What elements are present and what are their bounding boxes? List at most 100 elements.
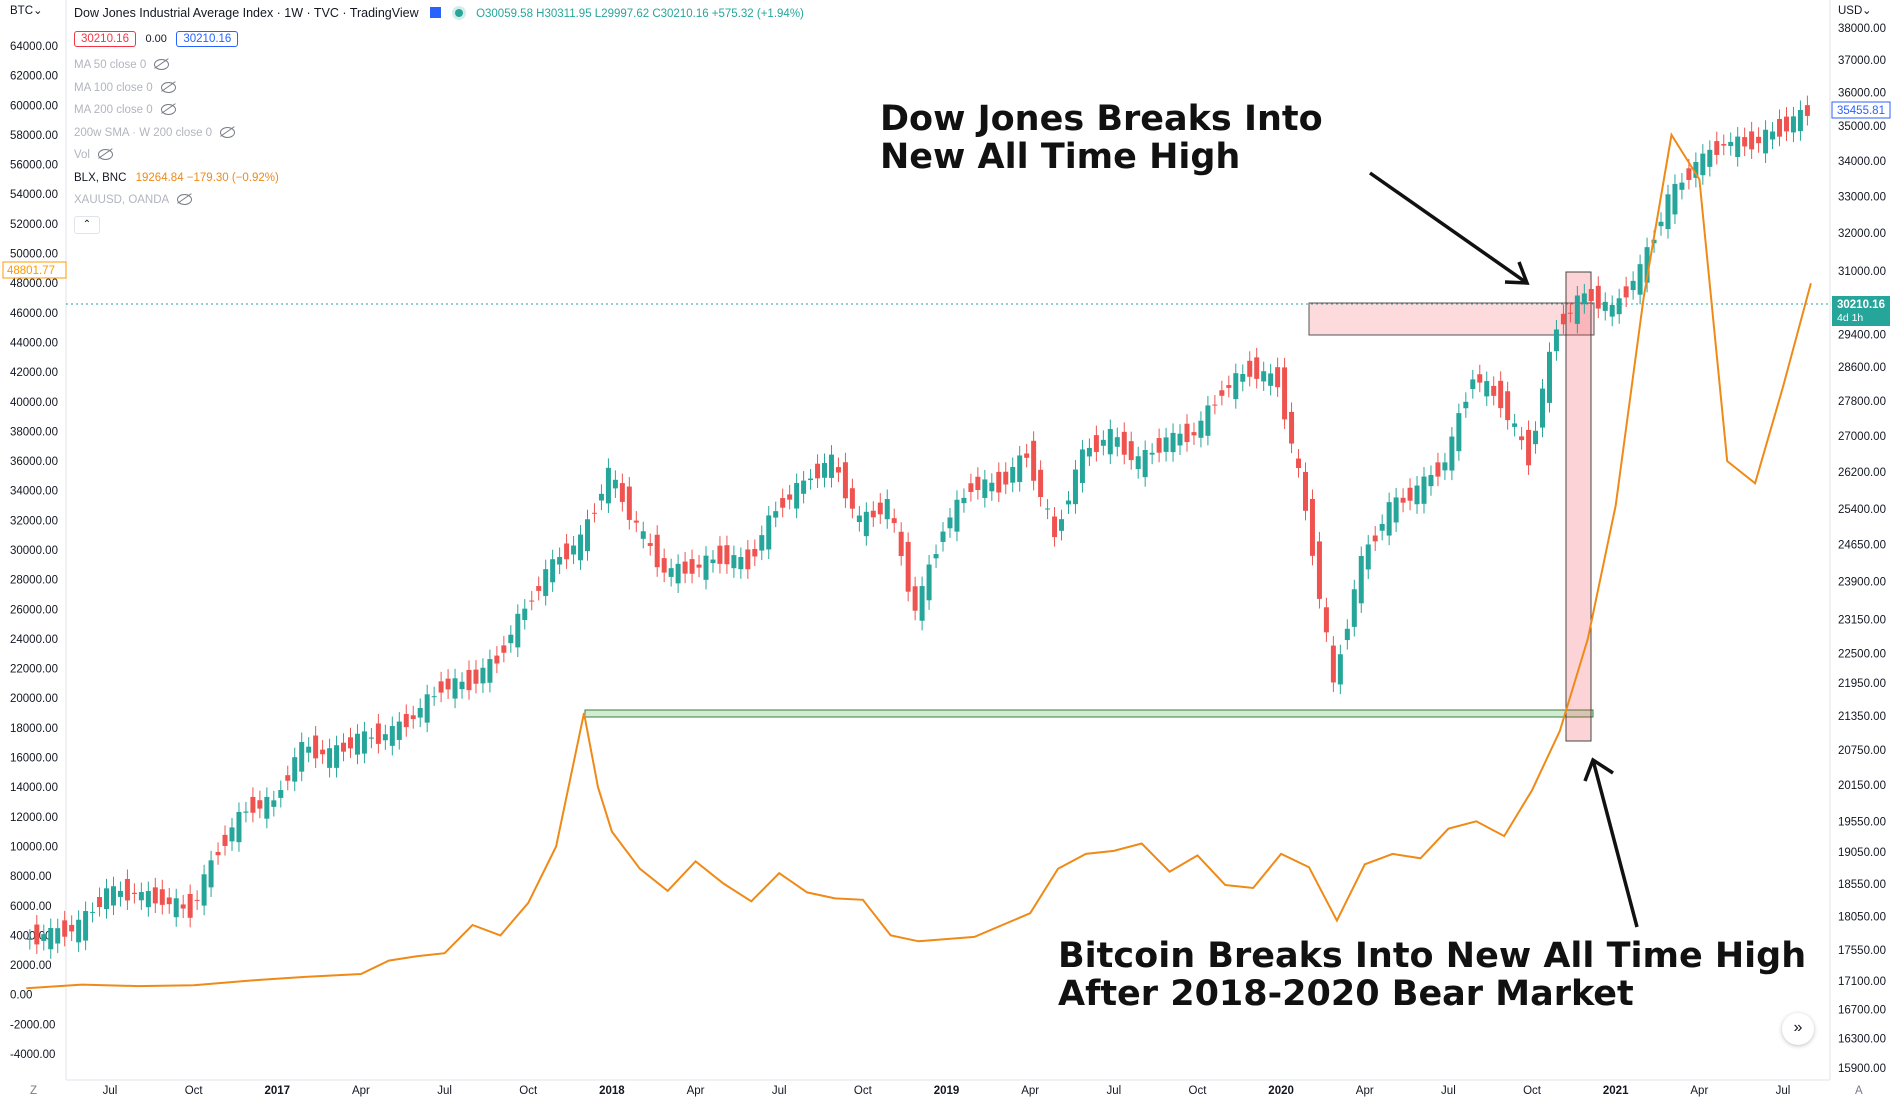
candle-body [780, 498, 786, 508]
left-axis-tick-label: 22000.00 [10, 664, 58, 676]
candle-body [341, 742, 347, 752]
symbol-title[interactable]: Dow Jones Industrial Average Index · 1W … [74, 6, 419, 20]
candle-body [159, 889, 165, 905]
candle-body [1756, 136, 1762, 144]
candle-body [138, 892, 144, 901]
right-price-axis[interactable]: 38000.00 37000.00 36000.00 35000.00 34000.00… [1838, 23, 1886, 1075]
candle-body [877, 502, 883, 515]
flag-icon[interactable] [430, 7, 442, 18]
time-axis[interactable]: Jul Oct 2017 Apr Jul Oct 2018 Apr Jul Oct 2019 Apr J… [103, 1085, 1791, 1097]
right-axis-tick-label: 28600.00 [1838, 362, 1886, 374]
chevron-up-icon[interactable]: ⌃ [74, 216, 100, 234]
candle-body [1275, 367, 1281, 388]
double-chevron-right-icon[interactable]: » [1782, 1013, 1814, 1045]
eye-hidden-icon[interactable] [220, 127, 236, 139]
candle-body [1602, 301, 1608, 311]
candle-body [1142, 450, 1148, 478]
candle-body [1233, 373, 1239, 400]
breakout-window-zone[interactable] [1565, 271, 1592, 742]
candle-body [1700, 153, 1706, 176]
candle-body [1777, 118, 1783, 137]
left-axis-tick-label: 24000.00 [10, 634, 58, 646]
eye-hidden-icon[interactable] [177, 194, 193, 206]
candle-body [473, 669, 479, 684]
candle-body [898, 531, 904, 556]
candle-body [1072, 469, 1078, 505]
dow-arrow-head-icon [1504, 261, 1530, 285]
candle-body [1763, 129, 1769, 154]
right-axis-tick-label: 31000.00 [1838, 266, 1886, 278]
eye-hidden-icon[interactable] [160, 82, 176, 94]
left-axis-tick-label: 36000.00 [10, 456, 58, 468]
left-axis-tick-label: 34000.00 [10, 486, 58, 498]
left-scale-mode-label[interactable]: Z [30, 1085, 37, 1097]
candle-body [1637, 264, 1643, 295]
candle-body [480, 667, 486, 684]
candle-body [647, 543, 653, 546]
candle-body [773, 511, 779, 518]
right-currency-label[interactable]: USD [1838, 5, 1862, 17]
candle-body [76, 919, 82, 943]
right-axis-tick-label: 19550.00 [1838, 816, 1886, 828]
left-axis-tick-label: 60000.00 [10, 100, 58, 112]
right-axis-tick-label: 32000.00 [1838, 228, 1886, 240]
indicator-ma100[interactable]: MA 100 close 0 [74, 82, 176, 94]
right-axis-tick-label: 23900.00 [1838, 577, 1886, 589]
btc-annotation[interactable]: Bitcoin Breaks Into New All Time High Af… [1058, 936, 1807, 1014]
candle-body [1456, 413, 1462, 452]
indicator-ma50[interactable]: MA 50 close 0 [74, 59, 170, 71]
left-currency-label[interactable]: BTC [10, 5, 33, 17]
candle-body [1059, 519, 1065, 531]
right-axis-tick-label: 17100.00 [1838, 976, 1886, 988]
market-status-icon[interactable] [454, 9, 463, 17]
candle-body [1588, 289, 1594, 301]
dow-annotation[interactable]: Dow Jones Breaks Into New All Time High [880, 99, 1323, 177]
left-axis-tick-label: 28000.00 [10, 575, 58, 587]
time-axis-tick-label: 2020 [1268, 1085, 1294, 1097]
candle-body [1498, 380, 1504, 409]
indicator-200w-sma[interactable]: 200w SMA · W 200 close 0 [74, 127, 236, 139]
time-axis-tick-label: Jul [437, 1085, 452, 1097]
right-axis-tick-label: 18050.00 [1838, 912, 1886, 924]
top-price-label: 35455.81 [1837, 105, 1885, 117]
candle-body [1686, 168, 1692, 180]
indicator-blx[interactable]: BLX, BNC 19264.84 −179.30 (−0.92%) [74, 172, 279, 184]
candle-body [863, 511, 869, 537]
candle-body [752, 548, 758, 557]
left-axis-tick-label: 54000.00 [10, 189, 58, 201]
candle-body [842, 462, 848, 499]
indicator-vol[interactable]: Vol [74, 149, 113, 161]
chevron-down-icon[interactable]: ⌄ [33, 5, 43, 17]
candle-body [515, 613, 521, 648]
candle-body [285, 775, 291, 781]
candle-body [1735, 136, 1741, 158]
right-axis-tick-label: 20150.00 [1838, 780, 1886, 792]
bid-price-box[interactable]: 30210.16 [74, 31, 136, 47]
eye-hidden-icon[interactable] [160, 104, 176, 116]
candle-body [1477, 374, 1483, 383]
right-scale-mode-label[interactable]: A [1855, 1085, 1863, 1097]
indicator-xauusd[interactable]: XAUUSD, OANDA [74, 194, 193, 206]
left-axis-tick-label: 50000.00 [10, 249, 58, 261]
candle-body [69, 924, 75, 932]
dow-prior-high-zone[interactable] [1308, 302, 1595, 336]
eye-hidden-icon[interactable] [98, 149, 113, 161]
candle-body [598, 493, 604, 501]
time-axis-tick-label: Oct [1523, 1085, 1542, 1097]
left-axis-tick-label: 52000.00 [10, 219, 58, 231]
indicator-ma200[interactable]: MA 200 close 0 [74, 104, 176, 116]
candle-body [152, 887, 158, 904]
chevron-down-icon[interactable]: ⌄ [1862, 5, 1872, 17]
ask-price-box[interactable]: 30210.16 [176, 31, 239, 47]
left-price-axis[interactable]: 64000.00 62000.00 60000.00 58000.00 56000.00… [10, 41, 58, 1061]
blx-values: 19264.84 −179.30 (−0.92%) [135, 172, 279, 184]
btc-prior-high-zone[interactable] [584, 709, 1594, 718]
candle-body [1240, 374, 1246, 382]
candle-body [1609, 304, 1615, 317]
eye-hidden-icon[interactable] [154, 59, 170, 71]
candle-body [522, 608, 528, 620]
left-axis-tick-label: 26000.00 [10, 604, 58, 616]
candle-body [591, 512, 597, 514]
right-axis-tick-label: 38000.00 [1838, 23, 1886, 35]
